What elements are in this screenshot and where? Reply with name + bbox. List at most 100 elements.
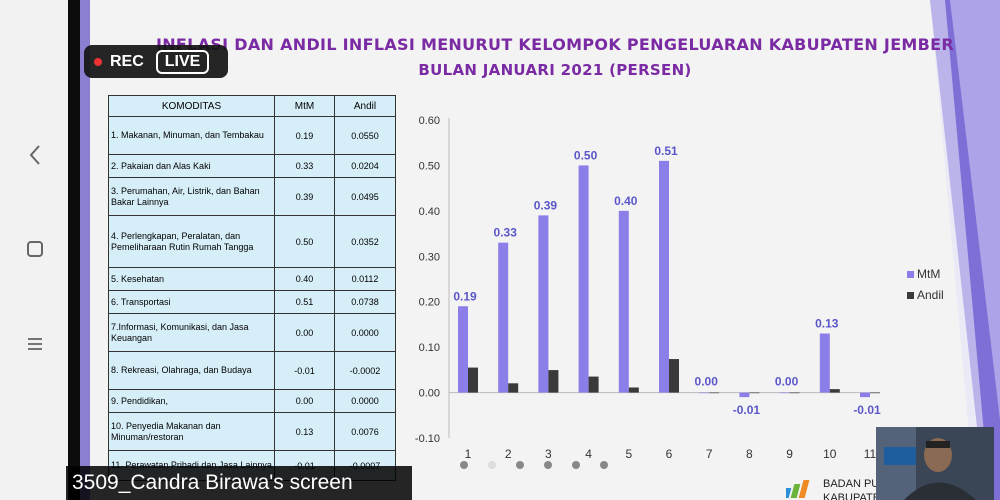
mtm-bar xyxy=(779,392,790,394)
data-label: -0.01 xyxy=(853,403,881,417)
slide-subtitle: BULAN JANUARI 2021 (PERSEN) xyxy=(418,61,692,79)
andil-bar xyxy=(829,389,840,393)
table-row: 4. Perlengkapan, Peralatan, dan Pemeliha… xyxy=(108,215,396,268)
table-row: 2. Pakaian dan Alas Kaki 0.33 0.0204 xyxy=(108,154,396,178)
x-category-label: 3 xyxy=(545,447,552,461)
data-label: 0.13 xyxy=(815,317,839,331)
mtm-bar xyxy=(538,215,549,393)
komoditas-cell: 5. Kesehatan xyxy=(108,267,275,291)
y-tick-label: 0.30 xyxy=(419,251,440,263)
mtm-bar xyxy=(739,392,750,398)
slide-title: INFLASI DAN ANDIL INFLASI MENURUT KELOMP… xyxy=(155,35,954,54)
andil-bar xyxy=(749,392,760,394)
komoditas-cell: 9. Pendidikan, xyxy=(108,389,275,413)
table-row: 8. Rekreasi, Olahraga, dan Budaya -0.01 -0… xyxy=(108,351,396,390)
andil-cell: 0.0112 xyxy=(334,267,396,291)
org-line-1: BADAN PU xyxy=(823,478,880,490)
header-komoditas: KOMODITAS xyxy=(108,95,275,117)
table-header-row: KOMODITAS MtM Andil xyxy=(108,95,396,117)
y-tick-label: -0.10 xyxy=(415,433,440,445)
table-row: 5. Kesehatan 0.40 0.0112 xyxy=(108,267,396,291)
komoditas-cell: 3. Perumahan, Air, Listrik, dan Bahan Ba… xyxy=(108,177,275,216)
y-tick-label: 0.60 xyxy=(419,115,440,127)
mtm-cell: 0.00 xyxy=(274,389,335,413)
data-label: 0.19 xyxy=(453,289,477,303)
mtm-bar xyxy=(458,306,468,393)
andil-cell: 0.0352 xyxy=(334,215,396,268)
y-tick-label: 0.10 xyxy=(419,342,440,354)
mtm-bar xyxy=(659,160,669,393)
andil-bar xyxy=(588,376,599,393)
data-label: 0.39 xyxy=(534,198,558,212)
table-row: 3. Perumahan, Air, Listrik, dan Bahan Ba… xyxy=(108,177,396,216)
x-category-label: 7 xyxy=(706,447,713,461)
mtm-bar xyxy=(699,392,710,394)
y-tick-label: 0.00 xyxy=(419,388,440,400)
mtm-cell: 0.00 xyxy=(274,313,335,352)
home-square-icon[interactable] xyxy=(18,232,52,266)
andil-bar xyxy=(709,392,720,394)
andil-cell: 0.0000 xyxy=(334,313,396,352)
x-category-label: 1 xyxy=(465,447,472,461)
data-label: 0.51 xyxy=(654,144,678,158)
data-label: 0.00 xyxy=(775,375,799,389)
komoditas-cell: 10. Penyedia Makanan dan Minuman/restora… xyxy=(108,412,275,451)
mtm-bar xyxy=(860,392,870,398)
x-category-label: 6 xyxy=(666,447,673,461)
andil-bar xyxy=(789,392,800,394)
x-category-label: 10 xyxy=(823,447,837,461)
screen-share-label: 3509_Candra Birawa's screen xyxy=(66,466,412,500)
legend-swatch xyxy=(907,292,914,299)
data-label: -0.01 xyxy=(733,403,761,417)
data-label: 0.40 xyxy=(614,194,638,208)
table-row: 7.Informasi, Komunikasi, dan Jasa Keuang… xyxy=(108,313,396,352)
mtm-bar xyxy=(618,210,629,393)
bps-logo-icon xyxy=(786,480,810,498)
slide-page-dot-active[interactable] xyxy=(488,461,496,469)
andil-cell: 0.0204 xyxy=(334,154,396,178)
legend-label: MtM xyxy=(917,267,940,281)
live-badge: LIVE xyxy=(155,49,210,74)
mtm-bar xyxy=(578,165,589,393)
inflation-table: KOMODITAS MtM Andil 1. Makanan, Minuman,… xyxy=(108,95,396,481)
andil-cell: 0.0076 xyxy=(334,412,396,451)
slide-page-dot[interactable] xyxy=(572,461,580,469)
y-tick-label: 0.20 xyxy=(419,297,440,309)
screen-edge xyxy=(68,0,80,500)
presenter-webcam xyxy=(876,427,994,500)
data-label: 0.33 xyxy=(494,226,518,240)
komoditas-cell: 6. Transportasi xyxy=(108,290,275,314)
andil-cell: -0.0002 xyxy=(334,351,396,390)
slide-page-dot[interactable] xyxy=(544,461,552,469)
header-andil: Andil xyxy=(334,95,396,117)
y-tick-label: 0.40 xyxy=(419,206,440,218)
rec-label: REC xyxy=(110,52,144,70)
presenter-video-icon xyxy=(876,427,994,500)
mtm-cell: 0.19 xyxy=(274,116,335,155)
andil-bar xyxy=(508,383,519,393)
table-row: 10. Penyedia Makanan dan Minuman/restora… xyxy=(108,412,396,451)
andil-bar xyxy=(628,387,639,393)
data-label: 0.00 xyxy=(695,375,719,389)
slide-page-dot[interactable] xyxy=(600,461,608,469)
back-chevron-icon[interactable] xyxy=(18,138,52,172)
recent-menu-icon[interactable] xyxy=(18,327,52,361)
slide-page-dot[interactable] xyxy=(460,461,468,469)
android-nav-bar xyxy=(0,0,68,500)
komoditas-cell: 4. Perlengkapan, Peralatan, dan Pemeliha… xyxy=(108,215,275,268)
record-dot-icon xyxy=(94,57,102,66)
x-category-label: 5 xyxy=(625,447,632,461)
andil-bar xyxy=(870,392,880,394)
andil-bar xyxy=(669,359,679,393)
x-category-label: 8 xyxy=(746,447,753,461)
slide-page-dot[interactable] xyxy=(516,461,524,469)
andil-cell: 0.0550 xyxy=(334,116,396,155)
slide-accent-bar xyxy=(80,0,90,500)
legend-swatch xyxy=(907,271,914,278)
mtm-bar xyxy=(498,242,509,393)
mtm-bar xyxy=(819,333,830,393)
recording-indicator: REC LIVE xyxy=(84,45,228,78)
x-category-label: 4 xyxy=(585,447,592,461)
x-category-label: 11 xyxy=(864,447,877,461)
